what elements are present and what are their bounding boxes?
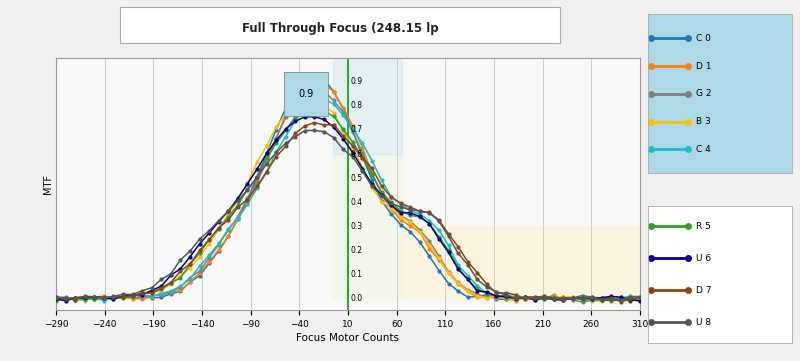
Text: 0.7: 0.7 <box>351 126 363 134</box>
Text: U 6: U 6 <box>695 254 710 263</box>
Y-axis label: MTF: MTF <box>43 174 54 194</box>
Text: 0.2: 0.2 <box>351 246 363 255</box>
Text: D 7: D 7 <box>695 286 711 295</box>
Text: C 0: C 0 <box>695 34 710 43</box>
Text: D 1: D 1 <box>695 62 711 70</box>
Text: C 4: C 4 <box>695 145 710 154</box>
Text: 0.5: 0.5 <box>351 174 363 183</box>
Text: R 5: R 5 <box>695 222 710 231</box>
Text: 0.3: 0.3 <box>351 222 363 231</box>
Bar <box>402 226 640 299</box>
Text: 0.1: 0.1 <box>351 270 363 279</box>
X-axis label: Focus Motor Counts: Focus Motor Counts <box>297 333 399 343</box>
Text: 0.4: 0.4 <box>351 198 363 206</box>
Text: 0.0: 0.0 <box>351 294 363 303</box>
Text: 0.9: 0.9 <box>298 89 314 99</box>
Text: U 8: U 8 <box>695 318 710 327</box>
Text: G 2: G 2 <box>695 90 711 98</box>
Text: B 3: B 3 <box>695 117 710 126</box>
Text: 0.9: 0.9 <box>351 77 363 86</box>
Text: 0.8: 0.8 <box>351 101 363 110</box>
Bar <box>334 154 402 299</box>
Text: 0.6: 0.6 <box>351 149 363 158</box>
Bar <box>334 55 402 154</box>
Text: Full Through Focus (248.15 lp: Full Through Focus (248.15 lp <box>242 22 438 35</box>
